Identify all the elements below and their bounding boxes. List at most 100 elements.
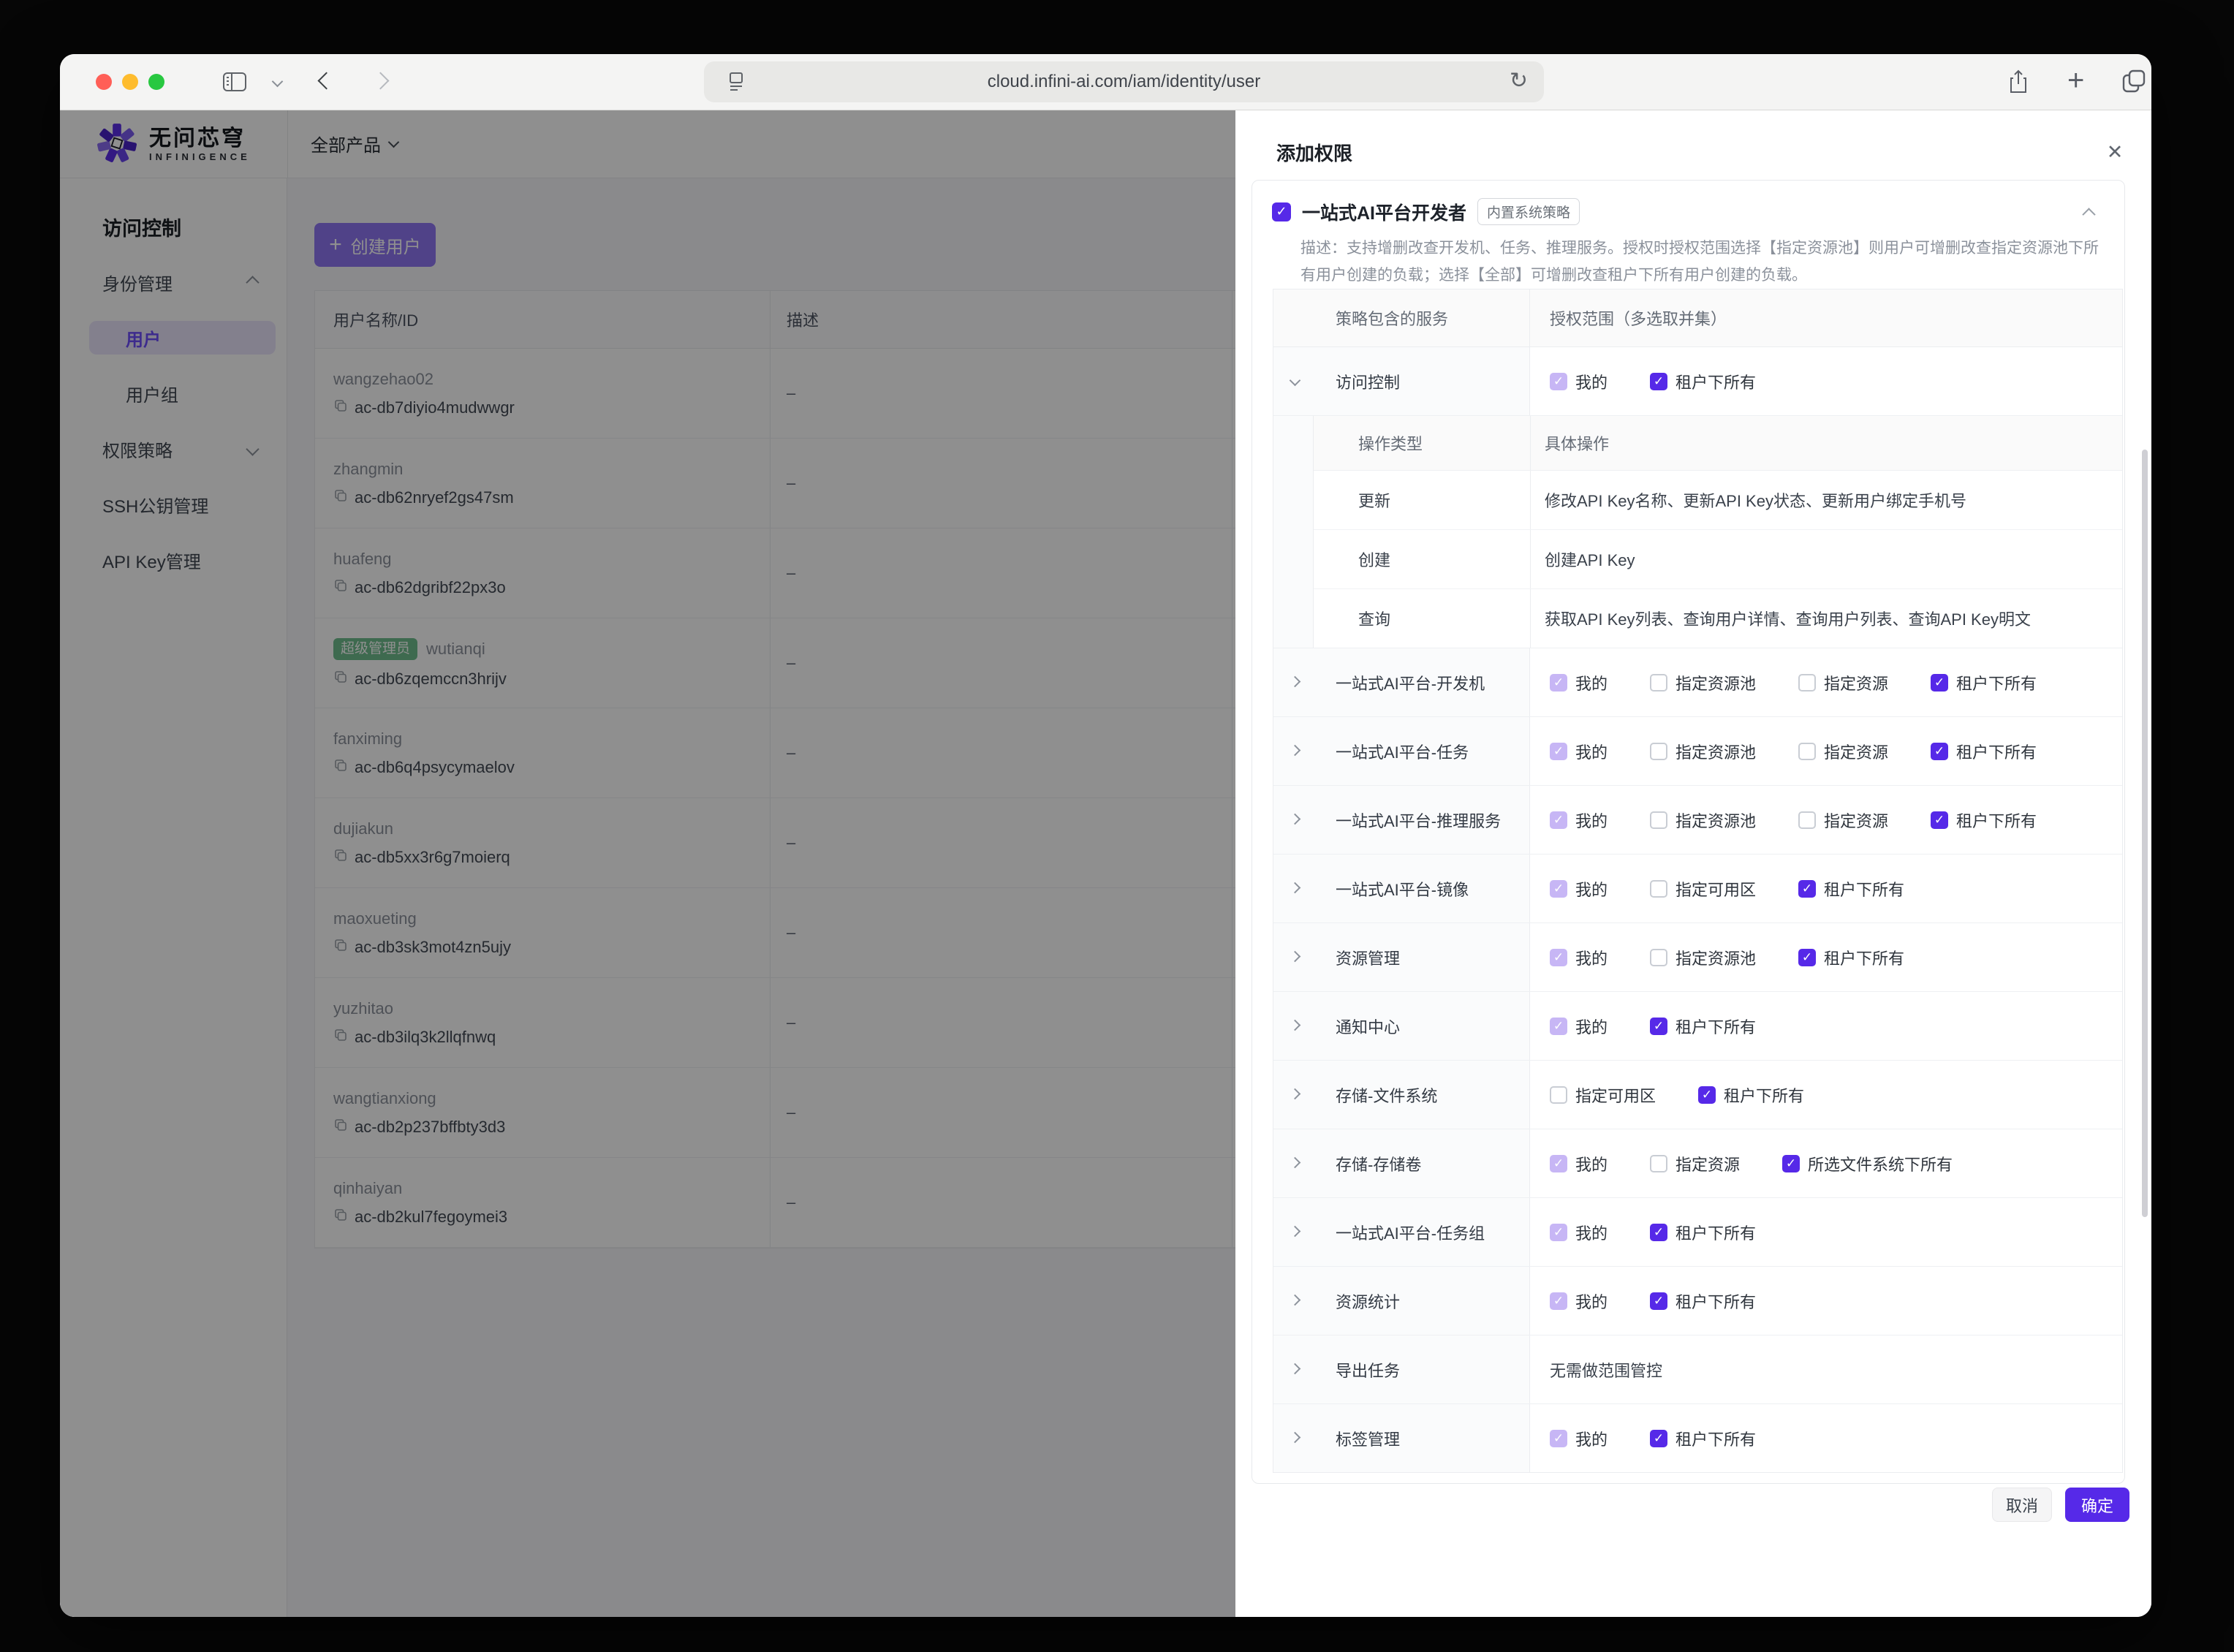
table-row[interactable]: 超级管理员 wutianqi ac-db6zqemccn3hrijv – [315,618,1293,708]
scope-option[interactable]: 所选文件系统下所有 [1782,1152,1953,1175]
copy-icon[interactable] [333,488,348,507]
brand-logo[interactable]: 无问芯穹 INFINIGENCE [96,123,251,167]
scope-option[interactable]: 我的 [1550,1221,1608,1244]
scope-option[interactable]: 我的 [1550,946,1608,969]
scope-option[interactable]: 指定资源池 [1650,740,1756,763]
expand--icon[interactable] [1289,950,1301,963]
scope-option[interactable]: 租户下所有 [1650,1427,1756,1450]
checked-checkbox[interactable] [1550,1154,1567,1172]
checked-checkbox[interactable] [1550,948,1567,966]
scope-option[interactable]: 租户下所有 [1650,1015,1756,1038]
scope-option[interactable]: 我的 [1550,370,1608,393]
column-header-name-id[interactable]: 用户名称/ID [333,311,419,330]
copy-icon[interactable] [333,848,348,866]
scope-option[interactable]: 指定资源 [1650,1152,1740,1175]
scope-option[interactable]: 租户下所有 [1798,946,1904,969]
drawer-scrollbar[interactable] [2142,450,2148,1217]
confirm-button[interactable]: 确定 [2065,1488,2129,1522]
checked-checkbox[interactable] [1931,742,1949,760]
checked-checkbox[interactable] [1650,1429,1668,1447]
back-icon[interactable] [317,72,336,90]
unchecked-checkbox[interactable] [1650,879,1668,898]
unchecked-checkbox[interactable] [1798,811,1817,829]
unchecked-checkbox[interactable] [1798,673,1817,692]
unchecked-checkbox[interactable] [1650,811,1668,829]
scope-option[interactable]: 我的 [1550,808,1608,832]
new-tab-icon[interactable]: + [2067,64,2085,96]
scope-option[interactable]: 我的 [1550,1289,1608,1313]
checked-checkbox[interactable] [1550,372,1567,390]
expand--icon[interactable] [1289,744,1301,757]
scope-option[interactable]: 我的 [1550,877,1608,901]
checked-checkbox[interactable] [1782,1154,1801,1172]
unchecked-checkbox[interactable] [1798,742,1817,760]
minimize-window-button[interactable] [122,74,138,90]
scope-option[interactable]: 租户下所有 [1931,808,2037,832]
copy-icon[interactable] [333,670,348,688]
scope-option[interactable]: 租户下所有 [1650,370,1756,393]
unchecked-checkbox[interactable] [1650,948,1668,966]
table-row[interactable]: yuzhitao ac-db3ilq3k2llqfnwq – [315,978,1293,1068]
checked-checkbox[interactable] [1931,673,1949,692]
chevron-down-icon[interactable] [271,75,284,88]
checked-checkbox[interactable] [1550,879,1567,898]
scope-option[interactable]: 我的 [1550,671,1608,694]
unchecked-checkbox[interactable] [1650,742,1668,760]
reload-icon[interactable]: ↻ [1509,69,1528,93]
create-user-button[interactable]: + 创建用户 [314,223,436,267]
scope-option[interactable]: 指定资源 [1798,671,1888,694]
column-header-description[interactable]: 描述 [770,291,1232,348]
checked-checkbox[interactable] [1650,1223,1668,1241]
scope-option[interactable]: 指定资源池 [1650,671,1756,694]
expand--icon[interactable] [1289,1363,1301,1375]
unchecked-checkbox[interactable] [1650,1154,1668,1172]
checked-checkbox[interactable] [1550,811,1567,829]
scope-option[interactable]: 租户下所有 [1931,671,2037,694]
copy-icon[interactable] [333,938,348,956]
sidebar-item-api-keys[interactable]: API Key管理 [60,543,287,577]
policy-checkbox[interactable] [1272,202,1291,221]
table-row[interactable]: huafeng ac-db62dgribf22px3o – [315,528,1293,618]
expand--icon[interactable] [1289,1431,1301,1444]
scope-option[interactable]: 租户下所有 [1650,1221,1756,1244]
scope-option[interactable]: 指定可用区 [1550,1083,1656,1107]
scope-option[interactable]: 指定资源 [1798,740,1888,763]
expand--icon[interactable] [1289,675,1301,688]
copy-icon[interactable] [333,758,348,776]
scope-option[interactable]: 租户下所有 [1931,740,2037,763]
copy-icon[interactable] [333,1028,348,1046]
all-products-dropdown[interactable]: 全部产品 [311,110,400,178]
sidebar-item-users[interactable]: 用户 [89,321,276,355]
scope-option[interactable]: 指定资源池 [1650,808,1756,832]
table-row[interactable]: fanximing ac-db6q4psycymaelov – [315,708,1293,798]
collapse-icon[interactable] [2082,208,2096,223]
table-row[interactable]: qinhaiyan ac-db2kul7fegoymei3 – [315,1158,1293,1248]
forward-icon[interactable] [371,72,390,90]
copy-icon[interactable] [333,1118,348,1136]
checked-checkbox[interactable] [1698,1085,1716,1104]
table-row[interactable]: dujiakun ac-db5xx3r6g7moierq – [315,798,1293,888]
cancel-button[interactable]: 取消 [1992,1488,2052,1522]
expand--icon[interactable] [1289,813,1301,825]
scope-option[interactable]: 租户下所有 [1798,877,1904,901]
checked-checkbox[interactable] [1798,879,1817,898]
checked-checkbox[interactable] [1550,673,1567,692]
unchecked-checkbox[interactable] [1650,673,1668,692]
sidebar-toggle-icon[interactable] [222,70,247,97]
sidebar-item-ssh-keys[interactable]: SSH公钥管理 [60,488,287,521]
zoom-window-button[interactable] [148,74,164,90]
close-icon[interactable]: ✕ [2106,140,2124,163]
expand--icon[interactable] [1289,1019,1301,1031]
scope-option[interactable]: 我的 [1550,1427,1608,1450]
table-row[interactable]: wangzehao02 ac-db7diyio4mudwwgr – [315,349,1293,439]
table-row[interactable]: zhangmin ac-db62nryef2gs47sm – [315,439,1293,528]
sidebar-item-policies[interactable]: 权限策略 [60,432,287,466]
modal-backdrop[interactable] [60,110,1235,1617]
table-row[interactable]: wangtianxiong ac-db2p237bffbty3d3 – [315,1068,1293,1158]
expand-collapse-icon[interactable] [1289,374,1301,387]
close-window-button[interactable] [96,74,112,90]
expand--icon[interactable] [1289,1294,1301,1306]
scope-option[interactable]: 租户下所有 [1650,1289,1756,1313]
reader-icon[interactable] [726,71,746,96]
expand--icon[interactable] [1289,1156,1301,1169]
